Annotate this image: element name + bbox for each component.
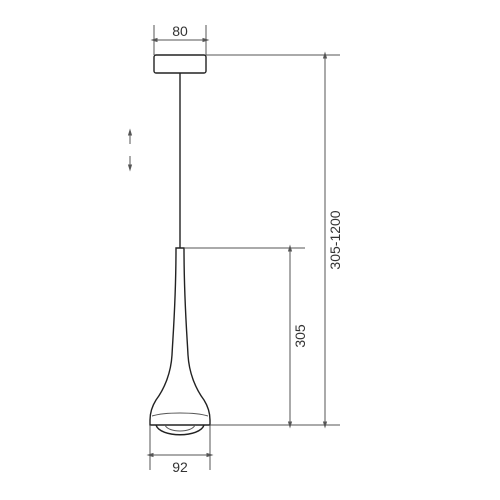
dim-right-lower-value: 305 bbox=[292, 324, 308, 348]
canopy bbox=[154, 55, 206, 73]
dim-top-value: 80 bbox=[172, 23, 188, 39]
pendant-lens bbox=[156, 425, 204, 435]
dim-bottom-value: 92 bbox=[172, 459, 188, 475]
pendant-lens-inner bbox=[165, 425, 195, 431]
pendant-body bbox=[150, 248, 210, 425]
dim-right-full-value: 305-1200 bbox=[327, 210, 343, 269]
dim-top: 80 bbox=[154, 23, 206, 55]
technical-drawing: 80 92 305-1200 305 bbox=[0, 0, 500, 500]
pendant-waist-line bbox=[152, 413, 208, 416]
dim-right-full: 305-1200 bbox=[206, 55, 343, 425]
dim-bottom: 92 bbox=[150, 425, 210, 475]
